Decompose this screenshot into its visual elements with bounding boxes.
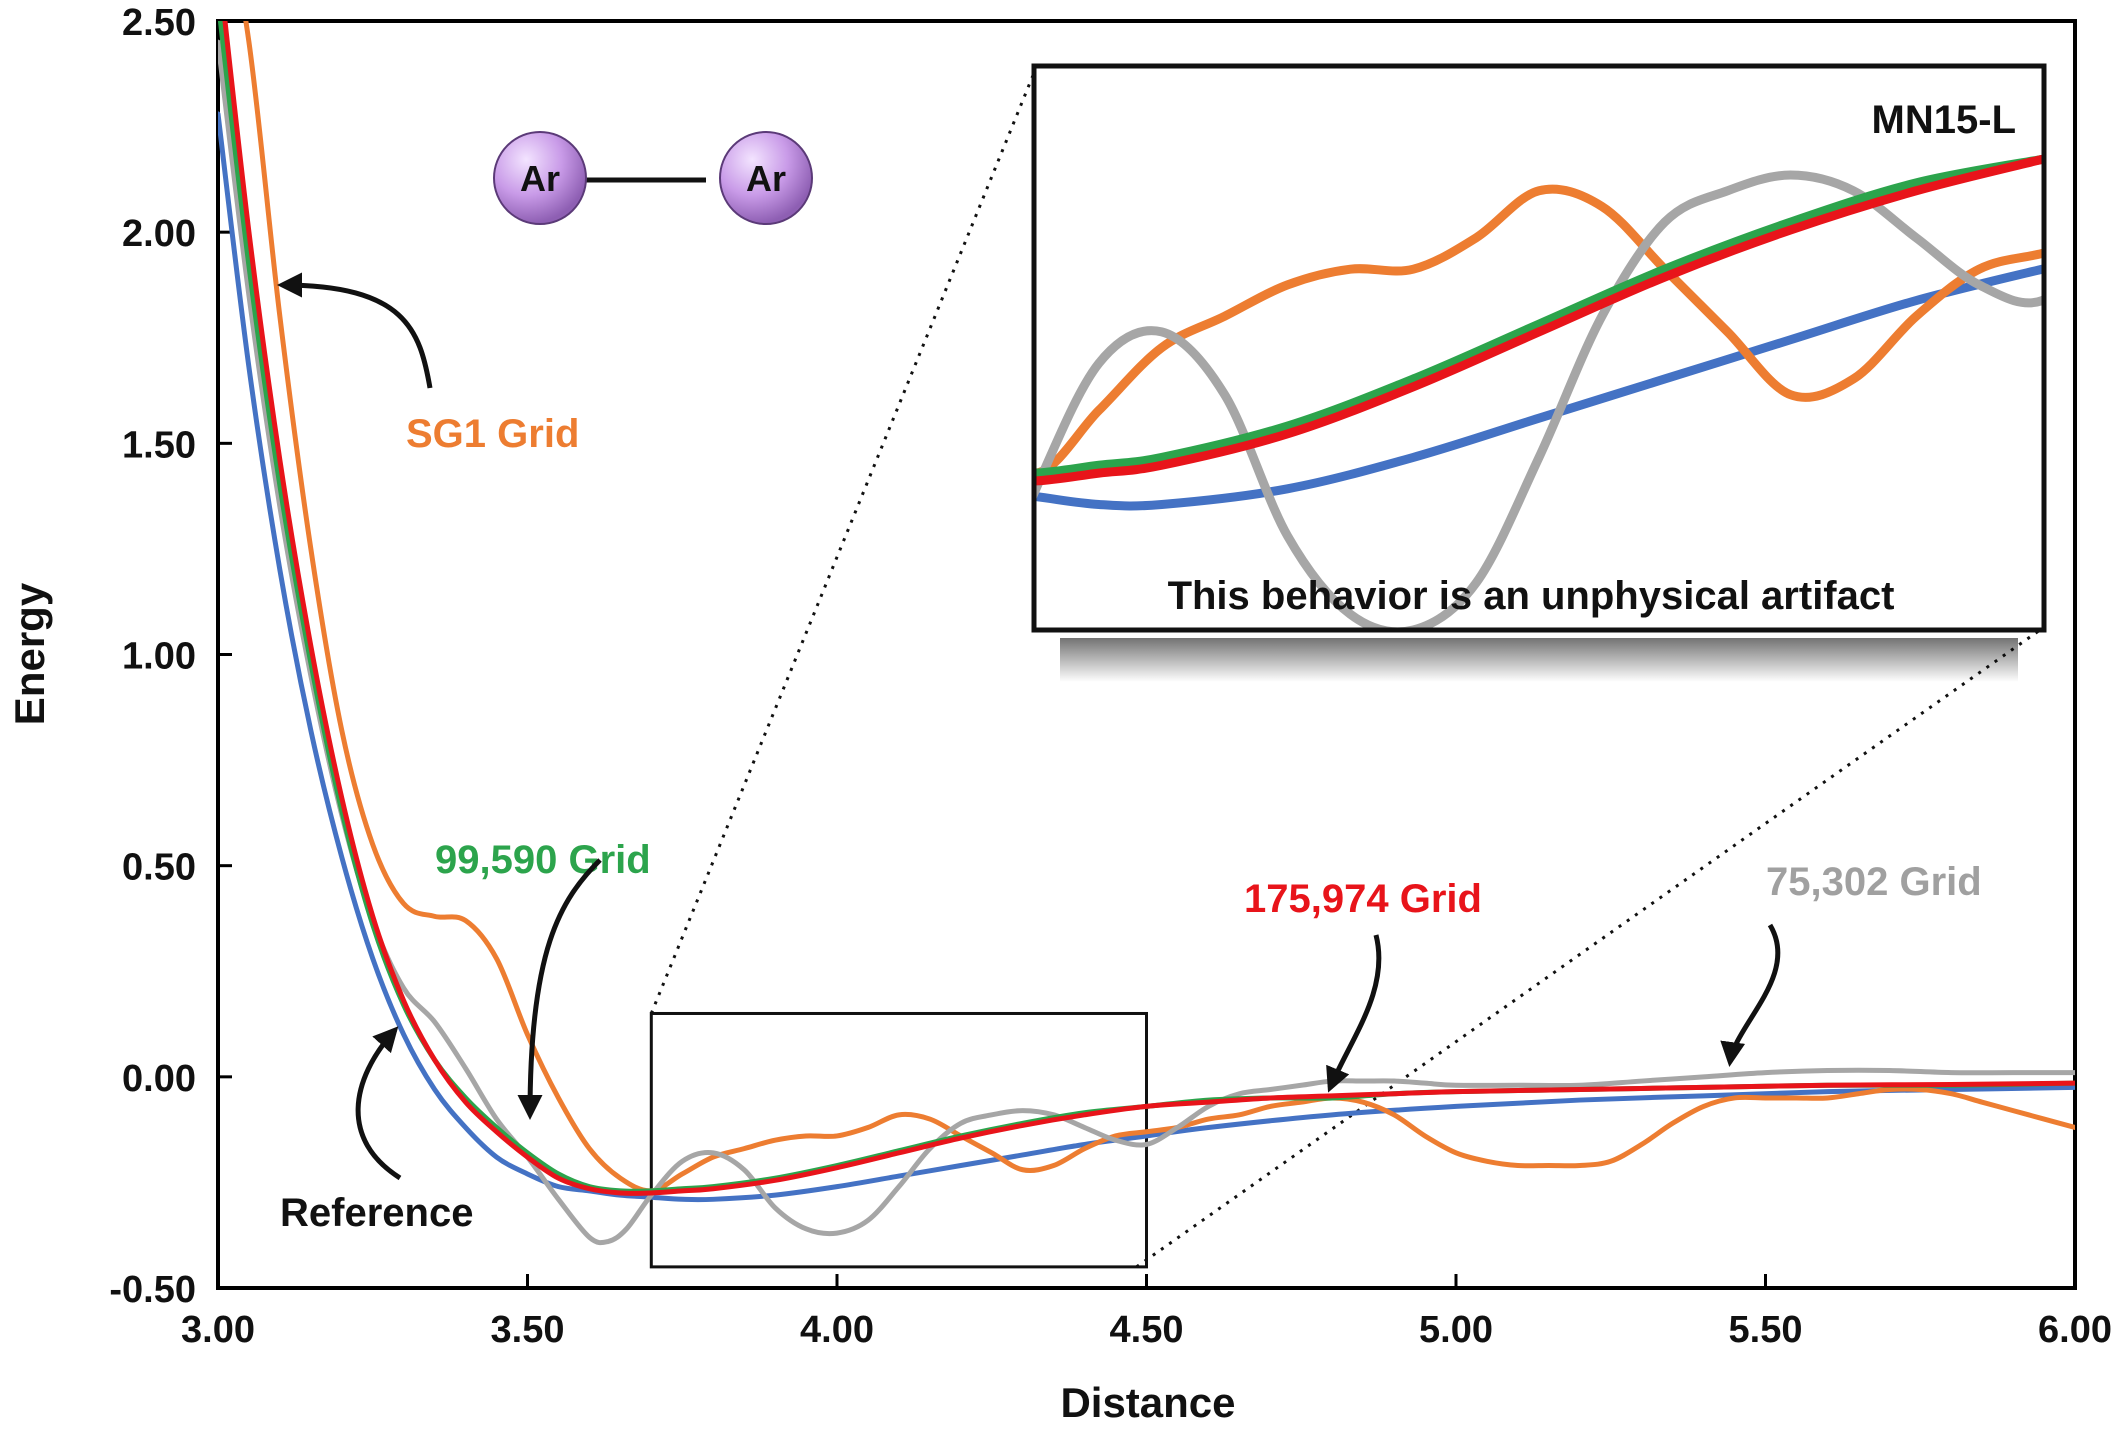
zoom-connector-top [649, 67, 1038, 1015]
sg1-grid-label: SG1 Grid [406, 412, 579, 456]
inset-frame [1031, 63, 2047, 633]
x-axis-label: Distance [1060, 1379, 1235, 1426]
y-tick-label: -0.50 [109, 1269, 196, 1311]
series-lines [218, 21, 2075, 1246]
grid-175974-label: 175,974 Grid [1244, 877, 1482, 921]
inset-series-line-0 [1036, 264, 2042, 511]
y-tick-label: 0.50 [122, 847, 196, 889]
x-axis-ticks: 3.00 3.50 4.00 4.50 5.00 5.50 6.00 [181, 1274, 2112, 1351]
y-axis-ticks: 2.50 2.00 1.50 1.00 0.50 0.00 -0.50 [109, 2, 232, 1311]
grid-99590-arrow [517, 858, 602, 1120]
inset-series-line-4 [1036, 154, 2042, 486]
sg1-arrow [277, 272, 433, 389]
y-tick-label: 1.50 [122, 424, 196, 466]
series-line-2 [218, 39, 2075, 1246]
inset-caption: This behavior is an unphysical artifact [1168, 574, 1895, 618]
series-line-1 [243, 21, 2075, 1194]
y-tick-label: 2.00 [122, 213, 196, 255]
zoom-connector-bottom [1135, 628, 2041, 1269]
grid-75302-arrow [1720, 923, 1781, 1067]
atom-2-label: Ar [746, 158, 786, 199]
argon-atom-1 [493, 131, 587, 225]
label-arrows [277, 272, 1781, 1181]
y-tick-label: 0.00 [122, 1058, 196, 1100]
x-tick-label: 5.00 [1419, 1309, 1493, 1351]
x-tick-label: 5.50 [1729, 1309, 1803, 1351]
inset-title: MN15-L [1872, 98, 2016, 142]
grid-75302-label: 75,302 Grid [1766, 860, 1982, 904]
series-line-4 [222, 21, 2075, 1196]
reference-label: Reference [280, 1191, 473, 1235]
x-tick-label: 6.00 [2038, 1309, 2112, 1351]
inset-series-line-1 [1036, 184, 2042, 478]
inset-panel: MN15-L This behavior is an unphysical ar… [1031, 63, 2047, 682]
inset-series-line-2 [1036, 170, 2042, 628]
argon-atom-2 [719, 131, 813, 225]
atom-1-label: Ar [520, 158, 560, 199]
zoom-region-box [649, 1011, 1148, 1269]
x-tick-label: 3.00 [181, 1309, 255, 1351]
x-tick-label: 4.00 [800, 1309, 874, 1351]
argon-dimer-diagram: Ar Ar [493, 131, 813, 225]
inset-shadow [1060, 638, 2018, 682]
reference-arrow [355, 1026, 402, 1181]
inset-series-lines [1036, 154, 2042, 628]
series-line-0 [218, 111, 2075, 1203]
inset-background [1034, 66, 2044, 630]
y-axis-label: Energy [6, 582, 53, 725]
grid-99590-label: 99,590 Grid [435, 838, 651, 882]
grid-175974-arrow [1326, 934, 1382, 1093]
inset-series-line-3 [1036, 154, 2042, 478]
x-tick-label: 3.50 [491, 1309, 565, 1351]
y-tick-label: 1.00 [122, 636, 196, 678]
y-tick-label: 2.50 [122, 2, 196, 44]
x-tick-label: 4.50 [1110, 1309, 1184, 1351]
